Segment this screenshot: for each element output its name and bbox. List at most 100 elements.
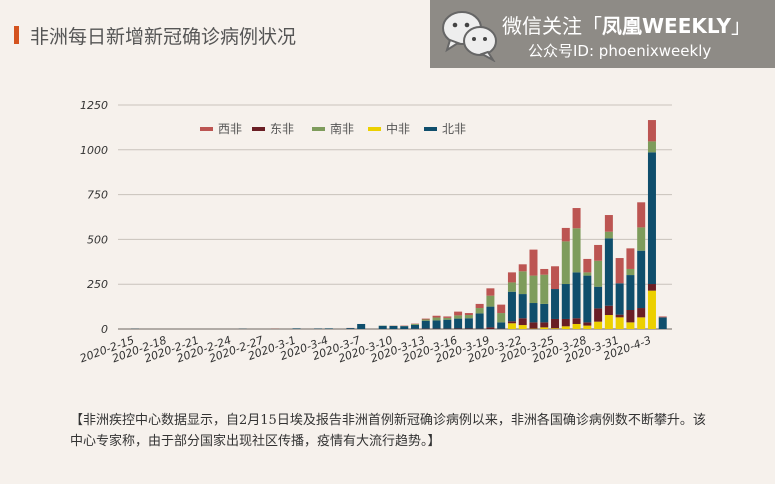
bar-segment-西非 [443, 316, 452, 318]
bar-segment-西非 [604, 215, 613, 232]
bar-segment-北非 [411, 324, 420, 329]
legend-swatch [312, 127, 325, 131]
bar-segment-西非 [637, 202, 646, 228]
bar-segment-中非 [637, 317, 646, 329]
bar-segment-北非 [292, 328, 301, 329]
bar-segment-南非 [572, 228, 581, 273]
bar-segment-东非 [551, 318, 560, 329]
bar-segment-北非 [583, 275, 592, 323]
bar-segment-东非 [626, 310, 635, 323]
bar-segment-中非 [540, 327, 549, 329]
bar-segment-中非 [594, 321, 603, 329]
bar-segment-南非 [540, 274, 549, 304]
bar-segment-东非 [572, 318, 581, 324]
bar-segment-北非 [421, 320, 430, 329]
legend-swatch [252, 127, 265, 131]
bar-segment-北非 [626, 275, 635, 311]
bar-segment-西非 [594, 244, 603, 261]
bar-segment-北非 [572, 272, 581, 319]
watermark-prefix: 微信关注「 [502, 14, 602, 38]
bar-segment-东非 [454, 328, 463, 329]
bar-segment-中非 [604, 315, 613, 329]
bar-segment-南非 [421, 319, 430, 321]
bar-segment-北非 [551, 289, 560, 319]
bar-segment-南非 [507, 282, 516, 292]
legend-label: 中非 [386, 121, 410, 136]
bar-segment-东非 [594, 308, 603, 322]
legend-label: 南非 [330, 121, 354, 136]
bar-segment-北非 [529, 303, 538, 323]
bar-segment-北非 [432, 320, 441, 329]
bar-segment-北非 [507, 291, 516, 322]
bar-segment-南非 [637, 227, 646, 251]
bar-segment-南非 [583, 272, 592, 276]
bar-segment-南非 [561, 241, 570, 285]
legend-label: 西非 [218, 122, 242, 136]
bar-segment-中非 [561, 326, 570, 329]
bar-segment-南非 [604, 231, 613, 239]
bar-segment-东非 [529, 322, 538, 329]
bar-segment-西非 [540, 268, 549, 275]
bar-segment-北非 [594, 286, 603, 309]
bar-segment-东非 [604, 305, 613, 316]
bar-segment-北非 [604, 238, 613, 306]
watermark-brand: 凤凰WEEKLY [602, 14, 731, 38]
bar-segment-中非 [518, 325, 527, 329]
bar-segment-西非 [454, 311, 463, 316]
bar-segment-南非 [529, 275, 538, 304]
y-tick-label: 0 [101, 323, 108, 336]
bar-segment-北非 [324, 328, 333, 329]
y-tick-label: 500 [87, 233, 108, 246]
bar-segment-北非 [497, 322, 506, 329]
bar-segment-南非 [454, 315, 463, 319]
watermark-follow-text: 微信关注「凤凰WEEKLY」 [502, 10, 751, 39]
y-tick-label: 750 [87, 189, 108, 202]
bar-segment-西非 [551, 266, 560, 290]
bar-segment-北非 [443, 319, 452, 329]
bar-segment-中非 [551, 328, 560, 329]
bar-segment-南非 [464, 315, 473, 319]
bar-segment-北非 [540, 303, 549, 323]
bar-segment-西非 [647, 120, 656, 142]
bar-segment-北非 [346, 328, 355, 329]
legend-label: 北非 [442, 122, 466, 136]
bar-segment-北非 [637, 250, 646, 309]
caption-text: 【非洲疾控中心数据显示，自2月15日埃及报告非洲首例新冠确诊病例以来，非洲各国确… [70, 413, 706, 449]
legend-swatch [200, 127, 213, 131]
bar-segment-中非 [626, 322, 635, 329]
bar-segment-东非 [486, 327, 495, 329]
bar-segment-中非 [572, 323, 581, 329]
bar-segment-北非 [615, 283, 624, 315]
bar-segment-西非 [583, 258, 592, 273]
bar-segment-东非 [518, 318, 527, 326]
bar-segment-东非 [507, 321, 516, 324]
legend-label: 东非 [270, 122, 294, 136]
bar-segment-西非 [475, 303, 484, 309]
bar-segment-北非 [475, 313, 484, 329]
bar-segment-中非 [583, 325, 592, 329]
bar-segment-南非 [518, 271, 527, 295]
bar-segment-南非 [411, 323, 420, 325]
title-accent-bar [14, 26, 19, 44]
bar-segment-西非 [658, 316, 667, 318]
bar-segment-北非 [518, 294, 527, 319]
watermark-account-id: 公众号ID: phoenixweekly [528, 42, 712, 60]
bar-segment-西非 [421, 318, 430, 320]
bar-segment-北非 [658, 317, 667, 329]
bar-segment-西非 [497, 304, 506, 314]
bar-segment-西非 [561, 227, 570, 242]
bar-segment-北非 [486, 306, 495, 328]
page-title: 非洲每日新增新冠确诊病例状况 [30, 26, 297, 48]
bar-segment-南非 [626, 268, 635, 276]
bar-segment-南非 [497, 313, 506, 323]
watermark-banner: 微信关注「凤凰WEEKLY」 公众号ID: phoenixweekly [430, 0, 775, 68]
bar-segment-北非 [400, 326, 409, 329]
wechat-icon [442, 11, 497, 62]
y-tick-label: 1000 [80, 144, 108, 157]
bar-segment-东非 [583, 322, 592, 326]
bar-segment-西非 [464, 313, 473, 316]
bar-segment-北非 [378, 325, 387, 329]
bar-segment-北非 [389, 325, 398, 329]
legend-swatch [424, 127, 437, 131]
bar-segment-东非 [647, 284, 656, 291]
